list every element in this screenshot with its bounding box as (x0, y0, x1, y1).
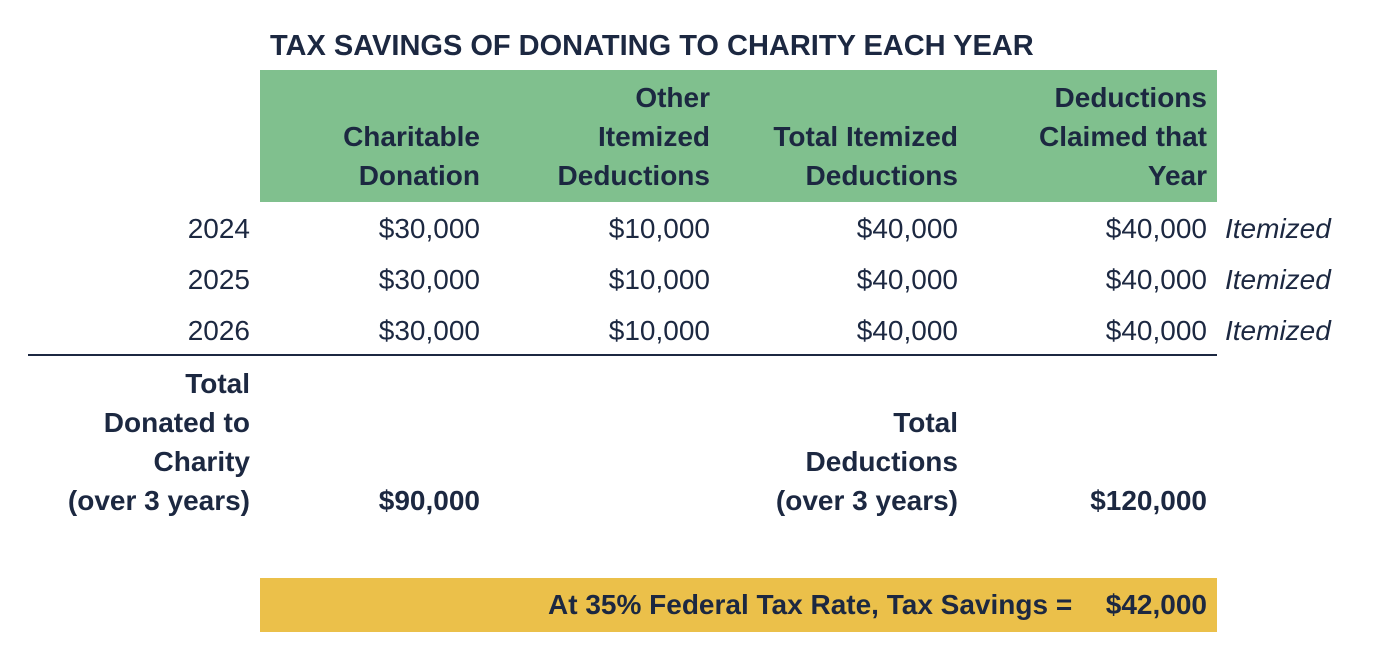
amount-cell: $10,000 (608, 315, 710, 346)
total-value: $120,000 (1090, 485, 1207, 516)
header-band (260, 70, 1217, 202)
column-header: Itemized (597, 121, 710, 152)
total-label: (over 3 years) (67, 485, 250, 516)
amount-cell: $10,000 (608, 213, 710, 244)
column-header: Charitable (343, 121, 480, 152)
total-label: (over 3 years) (775, 485, 958, 516)
total-label: Total (893, 407, 958, 438)
total-label: Charity (153, 446, 250, 477)
total-value: $90,000 (378, 485, 480, 516)
year-cell: 2026 (187, 315, 250, 346)
savings-band (260, 578, 1217, 632)
amount-cell: $10,000 (608, 264, 710, 295)
total-label: Donated to (103, 407, 250, 438)
status-cell: Itemized (1225, 315, 1331, 346)
total-label: Deductions (805, 446, 958, 477)
column-header: Total Itemized (773, 121, 958, 152)
amount-cell: $30,000 (378, 213, 480, 244)
status-cell: Itemized (1225, 213, 1331, 244)
amount-cell: $40,000 (856, 264, 958, 295)
year-cell: 2024 (187, 213, 250, 244)
column-header: Claimed that (1038, 121, 1207, 152)
column-header: Other (635, 82, 710, 113)
column-header: Deductions (805, 160, 958, 191)
amount-cell: $40,000 (1105, 315, 1207, 346)
divider (28, 354, 1217, 356)
column-header: Deductions (557, 160, 710, 191)
title: TAX SAVINGS OF DONATING TO CHARITY EACH … (270, 30, 1034, 62)
amount-cell: $30,000 (378, 315, 480, 346)
savings-value: $42,000 (1105, 589, 1207, 620)
amount-cell: $30,000 (378, 264, 480, 295)
column-header: Donation (358, 160, 480, 191)
column-header: Year (1147, 160, 1207, 191)
year-cell: 2025 (187, 264, 250, 295)
total-label: Total (185, 368, 250, 399)
amount-cell: $40,000 (1105, 264, 1207, 295)
amount-cell: $40,000 (856, 213, 958, 244)
status-cell: Itemized (1225, 264, 1331, 295)
column-header: Deductions (1054, 82, 1207, 113)
amount-cell: $40,000 (1105, 213, 1207, 244)
amount-cell: $40,000 (856, 315, 958, 346)
